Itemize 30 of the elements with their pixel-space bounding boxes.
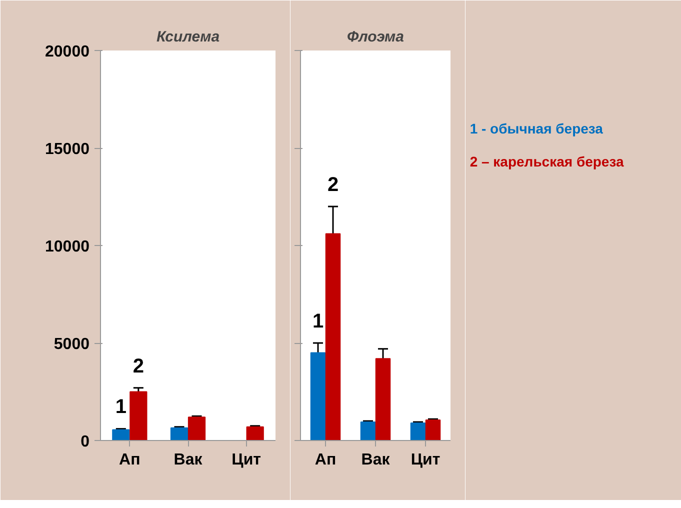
bar: [410, 422, 426, 440]
bar: [310, 352, 326, 440]
bar: [325, 233, 341, 440]
bar: [375, 358, 391, 440]
text: 1 - обычная береза: [470, 120, 604, 136]
y-tick-label: 10000: [45, 238, 90, 256]
annotation: 2: [327, 174, 339, 196]
x-tick-label: Вак: [174, 452, 204, 468]
x-tick-label: Цит: [232, 452, 262, 468]
x-tick-label: Ап: [119, 452, 140, 468]
y-tick-label: 5000: [54, 336, 90, 353]
chart-title: Ксилема: [156, 28, 220, 46]
bar: [246, 426, 264, 440]
y-tick-label: 15000: [45, 141, 90, 158]
annotation: 2: [132, 355, 144, 378]
x-tick-label: Цит: [410, 452, 440, 468]
annotation: 1: [312, 310, 324, 332]
text: 2 – карельская береза: [470, 154, 624, 170]
x-tick-label: Вак: [361, 452, 391, 468]
x-tick-label: Ап: [314, 452, 336, 468]
annotation: 1: [115, 396, 126, 418]
bar: [170, 427, 188, 440]
bar: [360, 421, 376, 440]
bar: [425, 420, 441, 440]
bar: [112, 429, 130, 440]
chart-title: Флоэма: [347, 28, 404, 46]
bar: [188, 416, 206, 440]
y-tick-label: 0: [80, 434, 90, 450]
bar: [130, 391, 148, 440]
y-tick-label: 20000: [45, 44, 90, 60]
